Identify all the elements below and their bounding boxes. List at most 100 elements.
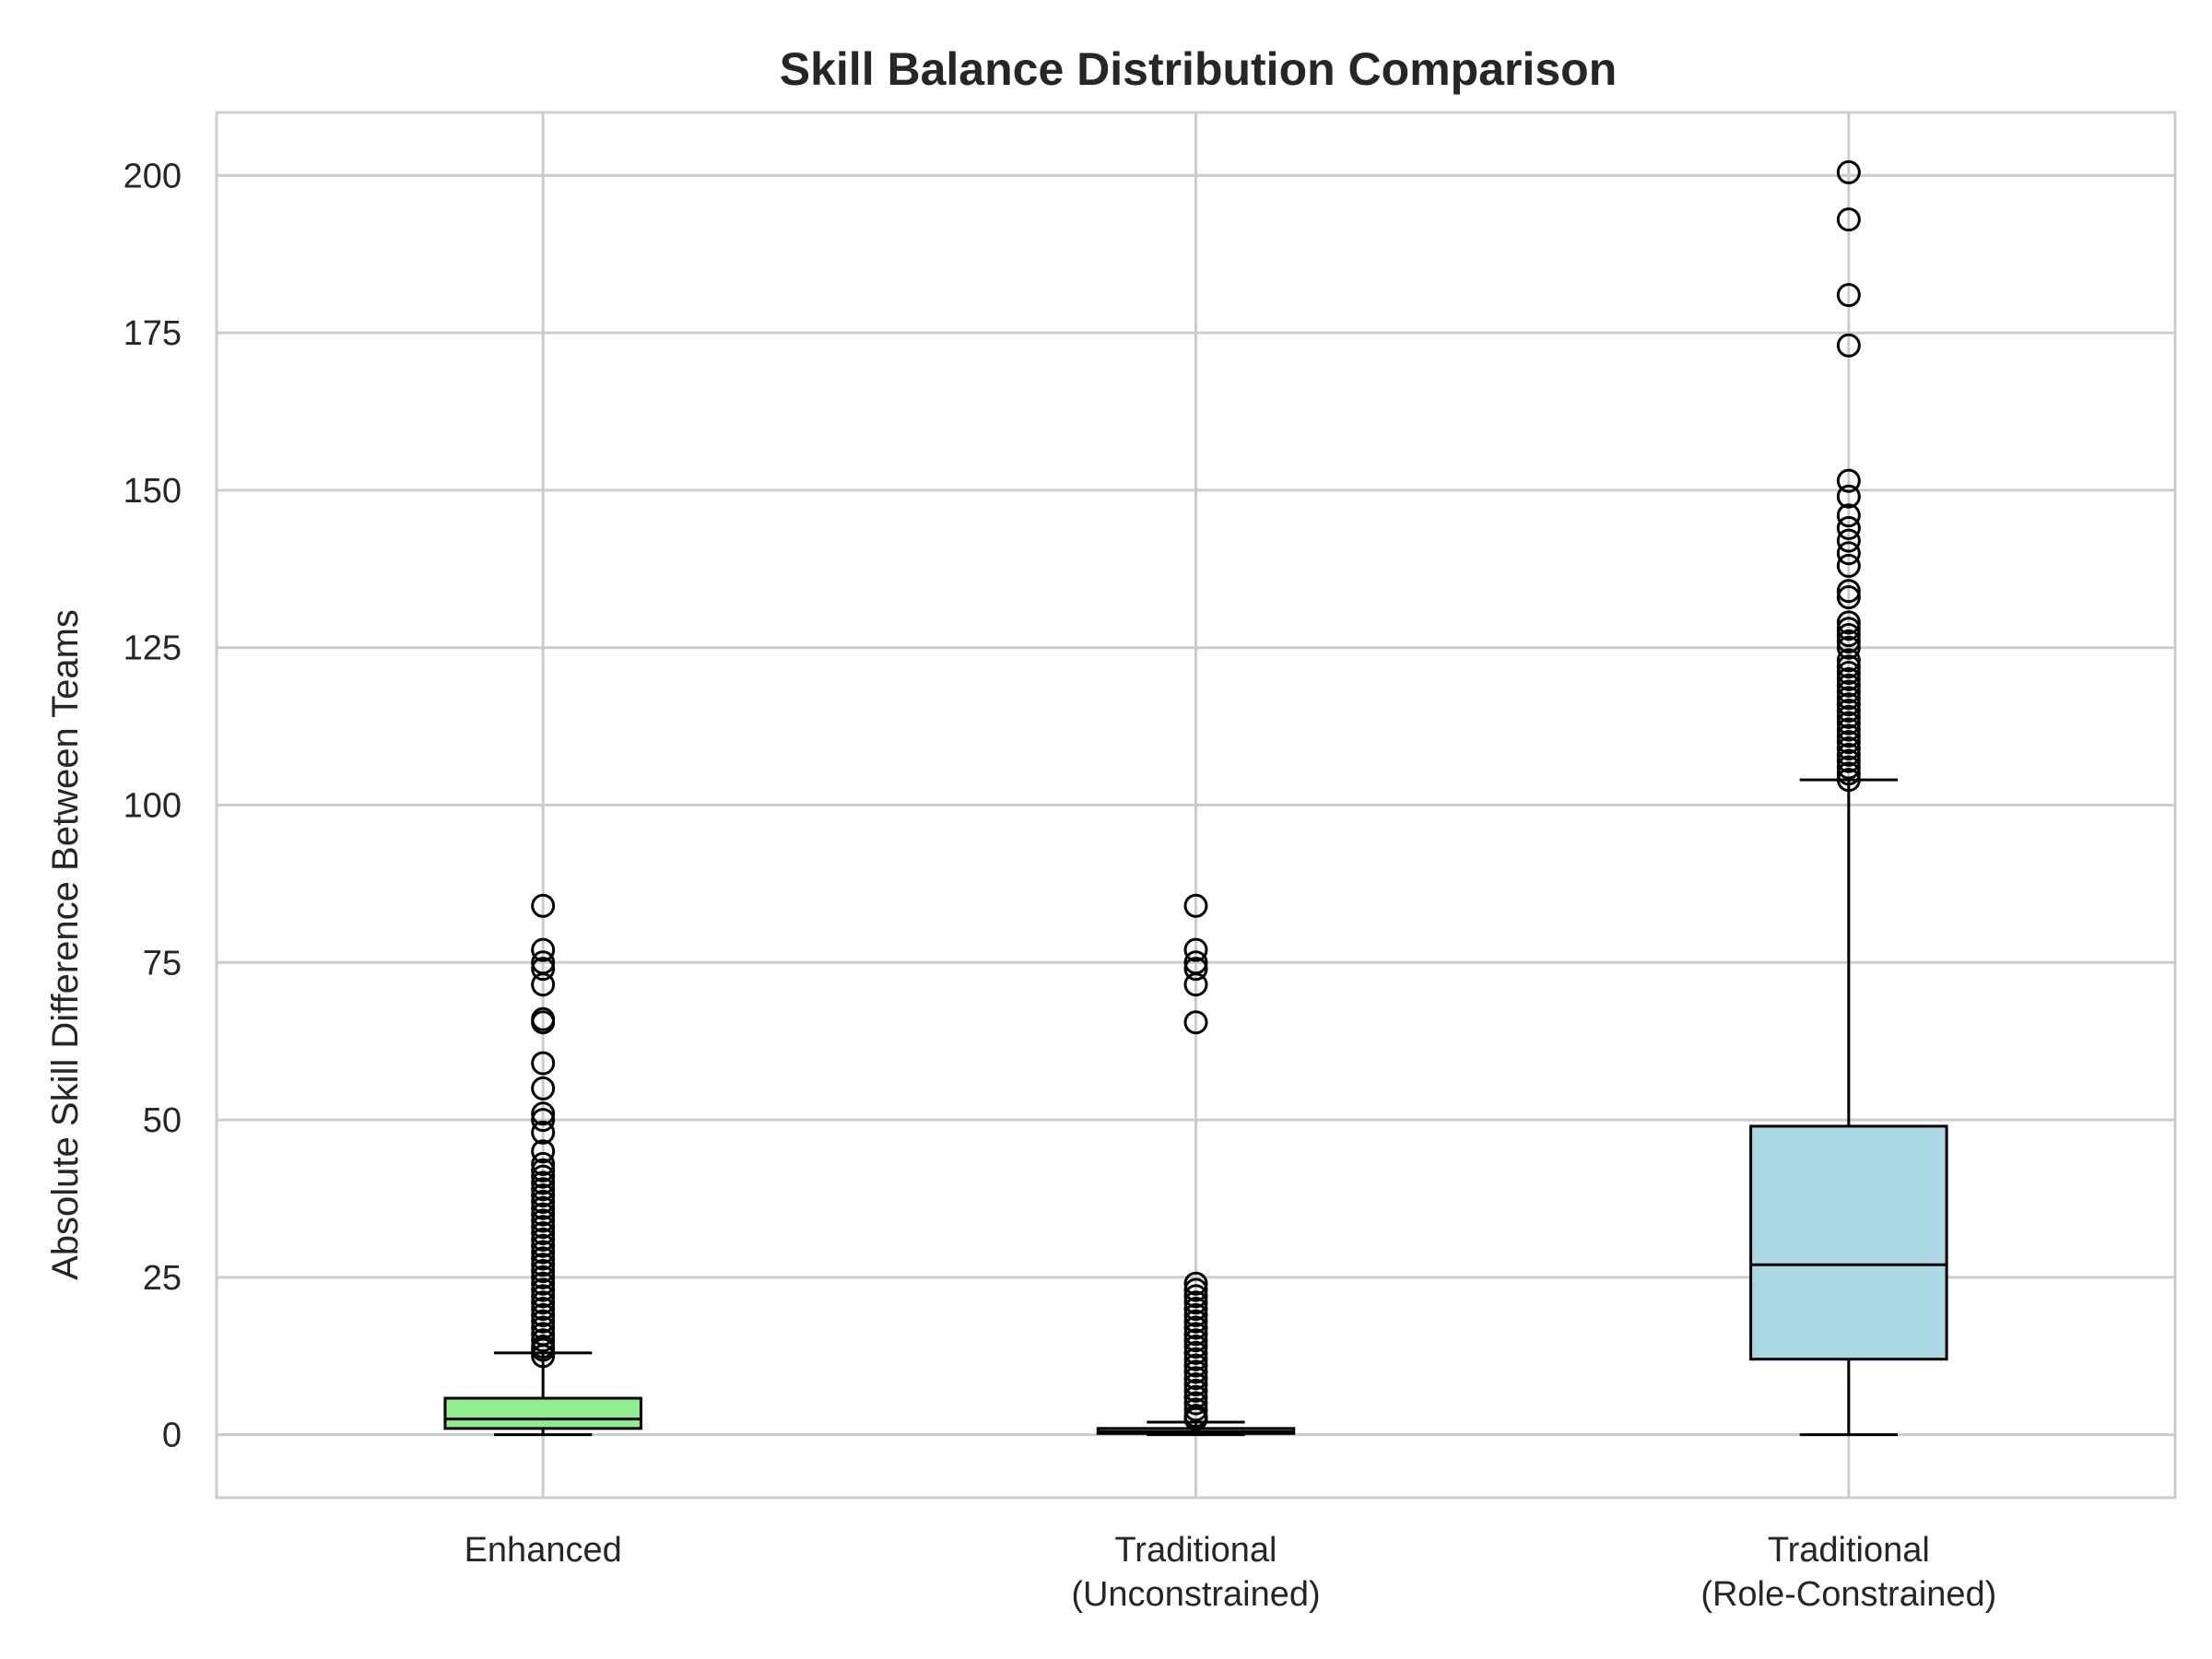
outlier-point — [531, 1151, 556, 1176]
boxes — [443, 159, 1948, 1437]
outlier-point — [1836, 717, 1861, 742]
y-tick-label: 150 — [124, 472, 182, 511]
outlier-point — [1183, 1397, 1208, 1422]
outlier-point — [531, 1183, 556, 1208]
outlier-point — [531, 1101, 556, 1126]
outlier-point — [1836, 484, 1861, 509]
outlier-point — [1183, 1297, 1208, 1322]
box-group — [1749, 159, 1948, 1437]
outlier-point — [1836, 661, 1861, 686]
outlier-point — [1836, 679, 1861, 704]
outlier-point — [1836, 666, 1861, 691]
outlier-point — [1836, 468, 1861, 493]
outlier-point — [1183, 937, 1208, 962]
outlier-point — [531, 1195, 556, 1220]
outlier-point — [1183, 1404, 1208, 1429]
outlier-point — [1836, 742, 1861, 767]
outlier-point — [1183, 1372, 1208, 1397]
outlier-point — [531, 1189, 556, 1214]
outlier-point — [1183, 950, 1208, 975]
outlier-point — [531, 1271, 556, 1296]
outlier-point — [531, 1297, 556, 1322]
outlier-point — [1183, 1335, 1208, 1359]
outlier-point — [1836, 585, 1861, 610]
outlier-point — [1836, 730, 1861, 755]
outlier-point — [1836, 724, 1861, 748]
outlier-point — [531, 1208, 556, 1233]
outlier-point — [1836, 207, 1861, 232]
outlier-point — [531, 950, 556, 975]
y-tick-label: 175 — [124, 314, 182, 353]
outlier-point — [1183, 1353, 1208, 1378]
outlier-point — [531, 1265, 556, 1289]
y-tick-label: 50 — [143, 1101, 182, 1140]
outlier-point — [1836, 528, 1861, 553]
y-ticks: 0 25 50 75 100 125 150 175 200 — [124, 157, 182, 1454]
outlier-point — [1836, 673, 1861, 698]
y-tick-label: 0 — [162, 1417, 182, 1455]
outlier-point — [531, 1202, 556, 1227]
outlier-point — [531, 1335, 556, 1359]
outlier-point — [531, 1120, 556, 1145]
outlier-point — [1183, 1309, 1208, 1334]
outlier-point — [1836, 648, 1861, 673]
y-tick-label: 100 — [124, 787, 182, 826]
outlier-point — [531, 1315, 556, 1340]
outlier-point — [1183, 957, 1208, 982]
outlier-point — [1836, 553, 1861, 578]
x-ticks: Enhanced Traditional (Unconstrained) Tradit… — [465, 1531, 1997, 1614]
outlier-point — [531, 1302, 556, 1327]
outlier-point — [531, 1171, 556, 1195]
outlier-point — [1836, 515, 1861, 540]
outlier-point — [1183, 1284, 1208, 1309]
outlier-point — [531, 1322, 556, 1347]
outlier-point — [531, 1215, 556, 1240]
outlier-point — [1183, 1277, 1208, 1302]
outlier-point — [531, 1158, 556, 1182]
y-tick-label: 25 — [143, 1259, 182, 1298]
y-tick-label: 75 — [143, 944, 182, 982]
outlier-point — [531, 1253, 556, 1277]
outlier-point — [531, 1284, 556, 1309]
outlier-point — [1836, 159, 1861, 184]
outlier-point — [1836, 755, 1861, 780]
outlier-point — [531, 1233, 556, 1258]
x-tick-label: Enhanced — [465, 1531, 622, 1570]
y-tick-label: 200 — [124, 157, 182, 195]
x-tick-label: Traditional (Unconstrained) — [1071, 1531, 1320, 1614]
outlier-point — [1836, 699, 1861, 724]
outlier-point — [1836, 623, 1861, 648]
outlier-point — [1836, 686, 1861, 711]
outlier-point — [531, 1051, 556, 1076]
outlier-point — [1183, 1391, 1208, 1416]
outlier-point — [531, 1164, 556, 1189]
outlier-point — [531, 893, 556, 918]
outlier-point — [531, 1328, 556, 1353]
outlier-point — [531, 1309, 556, 1334]
outlier-point — [1183, 1347, 1208, 1371]
outlier-point — [1836, 761, 1861, 786]
outlier-point — [1836, 617, 1861, 641]
outlier-point — [1183, 1010, 1208, 1035]
outlier-point — [1183, 1315, 1208, 1340]
outlier-point — [1836, 736, 1861, 761]
outlier-point — [1183, 893, 1208, 918]
outlier-point — [531, 1177, 556, 1202]
outlier-point — [1836, 610, 1861, 635]
outlier-point — [1183, 1378, 1208, 1403]
outlier-point — [1183, 1340, 1208, 1365]
x-tick-label: Traditional (Role-Constrained) — [1700, 1531, 1996, 1614]
box-group — [443, 893, 642, 1437]
outlier-point — [1183, 1384, 1208, 1409]
outlier-point — [531, 957, 556, 982]
outlier-point — [531, 937, 556, 962]
outlier-point — [1836, 333, 1861, 358]
plot-frame — [215, 111, 2177, 1500]
outlier-point — [531, 1108, 556, 1133]
outlier-point — [1183, 1302, 1208, 1327]
chart-title: Skill Balance Distribution Comparison — [780, 43, 1618, 95]
y-axis-label: Absolute Skill Difference Between Teams — [45, 609, 86, 1280]
outlier-point — [1836, 629, 1861, 653]
outlier-point — [531, 1246, 556, 1271]
outlier-point — [1836, 635, 1861, 660]
